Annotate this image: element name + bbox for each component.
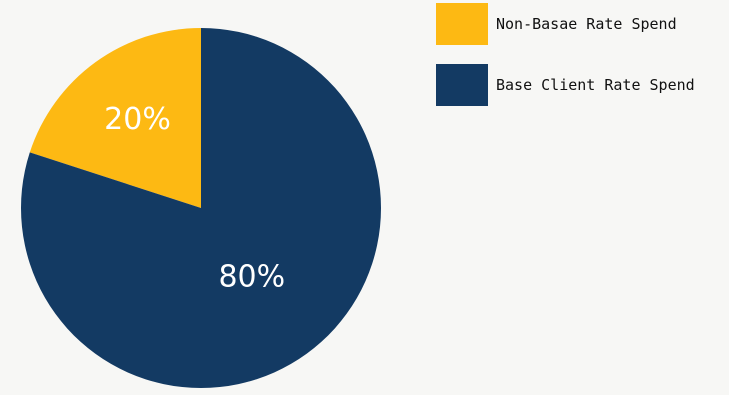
pie-slice-base-client-rate: [21, 28, 382, 388]
legend: Non-Basae Rate Spend Base Client Rate Sp…: [436, 3, 729, 125]
pie-label-base-client-rate: 80%: [218, 259, 285, 294]
legend-item-non-base-rate: Non-Basae Rate Spend: [436, 3, 729, 45]
legend-label-non-base-rate: Non-Basae Rate Spend: [496, 15, 677, 33]
pie-label-non-base-rate: 20%: [104, 102, 171, 137]
legend-label-base-client-rate: Base Client Rate Spend: [496, 76, 695, 94]
legend-swatch-non-base-rate: [436, 3, 488, 45]
legend-item-base-client-rate: Base Client Rate Spend: [436, 64, 729, 106]
pie-slice-non-base-rate: [29, 28, 201, 208]
legend-swatch-base-client-rate: [436, 64, 488, 106]
